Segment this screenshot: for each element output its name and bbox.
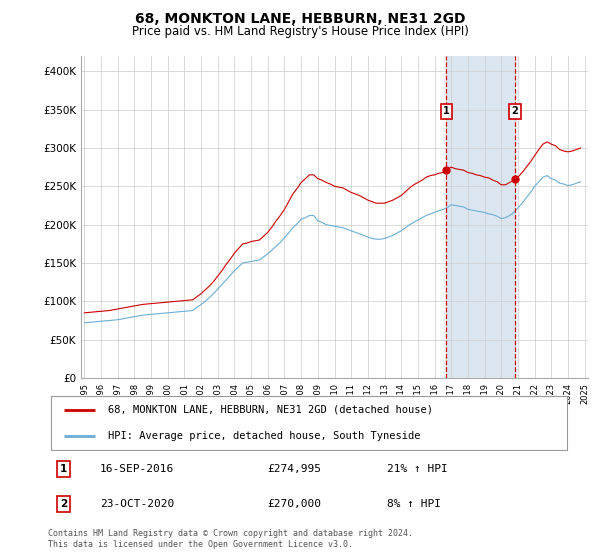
Text: 1: 1 (443, 106, 450, 116)
Text: 2: 2 (60, 499, 67, 509)
Text: 8% ↑ HPI: 8% ↑ HPI (388, 499, 442, 509)
Text: £270,000: £270,000 (267, 499, 321, 509)
Text: Price paid vs. HM Land Registry's House Price Index (HPI): Price paid vs. HM Land Registry's House … (131, 25, 469, 38)
Text: 68, MONKTON LANE, HEBBURN, NE31 2GD (detached house): 68, MONKTON LANE, HEBBURN, NE31 2GD (det… (108, 405, 433, 415)
Text: 2: 2 (511, 106, 518, 116)
Text: HPI: Average price, detached house, South Tyneside: HPI: Average price, detached house, Sout… (108, 431, 421, 441)
Text: 23-OCT-2020: 23-OCT-2020 (100, 499, 175, 509)
Text: 21% ↑ HPI: 21% ↑ HPI (388, 464, 448, 474)
Text: 16-SEP-2016: 16-SEP-2016 (100, 464, 175, 474)
Text: £274,995: £274,995 (267, 464, 321, 474)
Text: 68, MONKTON LANE, HEBBURN, NE31 2GD: 68, MONKTON LANE, HEBBURN, NE31 2GD (135, 12, 465, 26)
Bar (446, 56, 515, 378)
Text: Contains HM Land Registry data © Crown copyright and database right 2024.
This d: Contains HM Land Registry data © Crown c… (48, 529, 413, 549)
Text: 1: 1 (60, 464, 67, 474)
